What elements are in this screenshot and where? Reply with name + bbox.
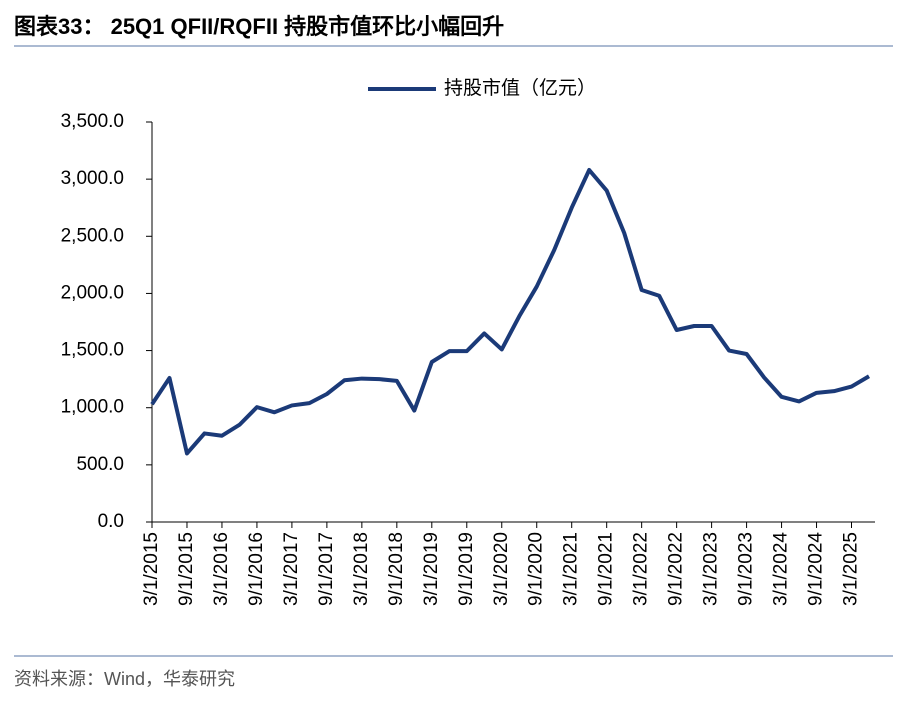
x-tick-label: 9/1/2020 [526,532,547,606]
x-tick-label: 9/1/2016 [246,532,267,606]
x-tick-label: 9/1/2024 [806,532,827,606]
data-line [150,168,871,456]
x-tick-label: 9/1/2023 [736,532,757,606]
x-tick-label: 3/1/2022 [631,532,652,606]
x-tick-label: 3/1/2020 [491,532,512,606]
x-tick-label: 3/1/2023 [701,532,722,606]
x-tick-label: 9/1/2021 [596,532,617,606]
x-tick-label: 3/1/2018 [351,532,372,606]
y-tick-label: 2,000.0 [61,282,124,303]
x-tick-label: 9/1/2017 [316,532,337,606]
y-tick-label: 0.0 [98,511,124,532]
x-tick-label: 3/1/2016 [211,532,232,606]
y-tick-label: 3,000.0 [61,168,124,189]
x-tick-label: 3/1/2015 [141,532,162,606]
x-tick-label: 9/1/2022 [666,532,687,606]
x-tick-label: 9/1/2019 [456,532,477,606]
x-tick-label: 3/1/2024 [771,532,792,606]
x-tick-label: 3/1/2025 [841,532,862,606]
y-tick-label: 500.0 [76,454,124,475]
y-tick-label: 2,500.0 [61,225,124,246]
legend-label: 持股市值（亿元） [444,77,596,99]
y-tick-label: 3,500.0 [61,111,124,132]
x-tick-label: 9/1/2018 [386,532,407,606]
x-tick-label: 3/1/2021 [561,532,582,606]
source: 资料来源：Wind，华泰研究 [14,669,235,689]
page-title: 图表33： 25Q1 QFII/RQFII 持股市值环比小幅回升 [14,14,504,39]
x-tick-label: 3/1/2017 [281,532,302,606]
x-tick-label: 3/1/2019 [421,532,442,606]
y-tick-label: 1,000.0 [61,397,124,418]
x-tick-label: 9/1/2015 [176,532,197,606]
y-tick-label: 1,500.0 [61,340,124,361]
